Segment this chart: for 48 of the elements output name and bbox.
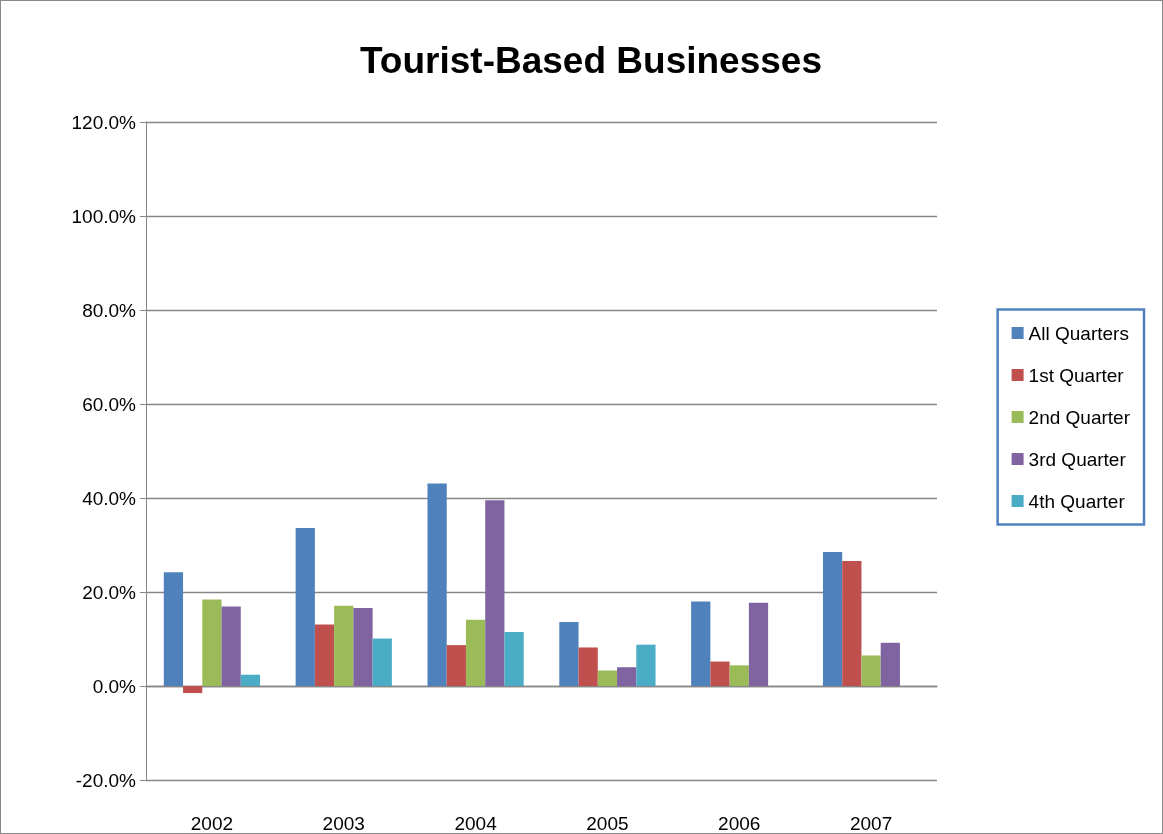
legend-label: 2nd Quarter [1028, 406, 1131, 428]
bar [559, 622, 579, 686]
x-tick-label: 2007 [849, 813, 893, 834]
bar [617, 667, 637, 686]
x-tick-label: 2005 [586, 813, 629, 834]
bar [822, 552, 843, 686]
x-tick-label: 2002 [190, 813, 234, 834]
bar [842, 560, 862, 686]
bar [597, 670, 618, 686]
bar [295, 528, 315, 686]
x-tick-label: 2003 [322, 813, 365, 834]
bar [183, 686, 203, 694]
y-tick-label: -20.0% [75, 769, 137, 791]
bar [353, 607, 373, 686]
bar [240, 674, 261, 686]
y-tick-label: 100.0% [71, 205, 137, 227]
bar [710, 661, 730, 686]
y-tick-label: 20.0% [82, 581, 137, 603]
x-tick-label: 2006 [718, 813, 761, 834]
bar [880, 642, 900, 686]
bar [485, 500, 505, 686]
chart-title: Tourist-Based Businesses [360, 40, 822, 81]
x-tick-label: 2004 [454, 813, 498, 834]
bar [636, 644, 656, 686]
y-tick-label: 0.0% [92, 675, 137, 697]
bar [861, 655, 881, 686]
y-tick-label: 40.0% [82, 487, 137, 509]
bar [691, 601, 711, 686]
bar [446, 645, 466, 686]
legend-label: All Quarters [1028, 322, 1129, 344]
y-tick-label: 80.0% [82, 299, 137, 321]
legend-label: 1st Quarter [1028, 364, 1125, 386]
bar [314, 624, 335, 686]
bar [504, 631, 524, 686]
bar [465, 619, 486, 686]
bar [372, 638, 392, 686]
bar [202, 599, 222, 686]
bar [334, 605, 354, 686]
legend-label: 3rd Quarter [1028, 448, 1127, 470]
bar [221, 606, 241, 686]
bar [163, 572, 184, 686]
y-tick-label: 120.0% [71, 111, 137, 133]
legend-label: 4th Quarter [1028, 490, 1126, 512]
bar [427, 483, 447, 686]
bar [729, 665, 749, 686]
y-tick-label: 60.0% [82, 393, 137, 415]
bar [748, 602, 769, 686]
bar [578, 647, 598, 686]
